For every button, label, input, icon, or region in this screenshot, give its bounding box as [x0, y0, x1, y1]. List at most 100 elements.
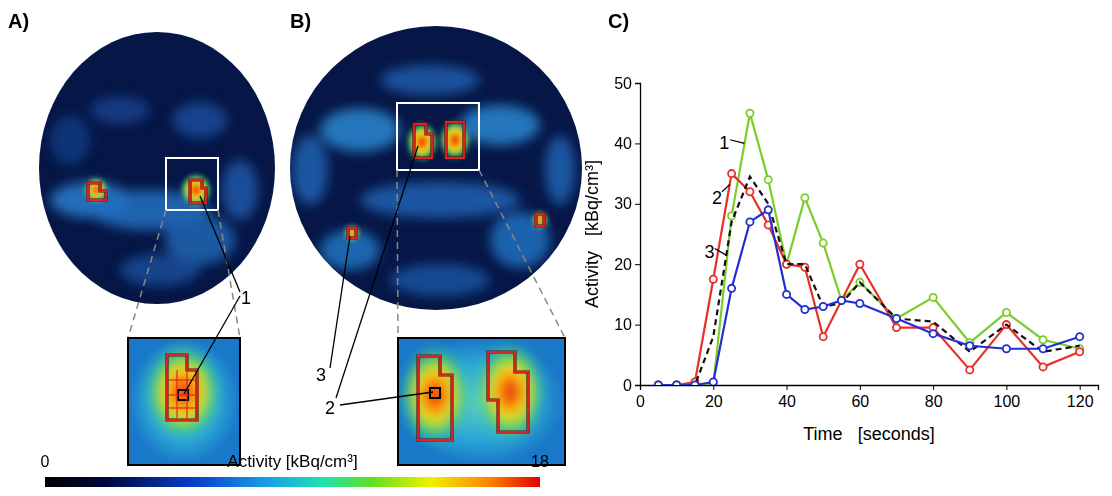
y-tick-label: 40	[614, 135, 632, 152]
data-point	[728, 170, 735, 177]
colorbar-tick-label: 18	[531, 453, 549, 470]
x-tick-mark	[787, 385, 788, 390]
data-point	[728, 285, 735, 292]
x-axis-title: Time [seconds]	[803, 424, 934, 444]
y-tick-label: 10	[614, 316, 632, 333]
inset-background	[398, 338, 565, 465]
roi-grid	[176, 370, 177, 420]
x-tick-mark	[1080, 385, 1081, 390]
y-tick-mark	[635, 204, 640, 205]
region-label: 2	[325, 398, 335, 418]
y-tick-label: 50	[614, 75, 632, 92]
roi-outline	[536, 214, 544, 226]
hot-spot	[439, 120, 471, 160]
activity-blob	[360, 182, 520, 218]
panel-label: A)	[8, 10, 29, 32]
inset-background	[128, 338, 240, 465]
x-tick: 20	[705, 385, 723, 410]
roi-outline	[88, 183, 106, 200]
x-tick-label: 20	[705, 393, 723, 410]
y-tick: 20	[614, 256, 640, 273]
brain-outline	[39, 32, 275, 304]
data-point	[893, 315, 900, 322]
x-tick-mark	[713, 385, 714, 390]
series-label: 2	[712, 188, 722, 208]
series-line	[658, 174, 1079, 385]
activity-blob	[320, 108, 400, 152]
colorbar-title: Activity [kBq/cm³]	[227, 452, 357, 471]
inset-frame	[128, 338, 240, 465]
data-point	[820, 303, 827, 310]
line-chart: 02040608010012001020304050Time [seconds]…	[582, 75, 1099, 444]
zoom-inset	[128, 338, 240, 465]
roi-outline	[446, 122, 464, 158]
annotation-leader	[730, 140, 744, 144]
data-point	[838, 297, 845, 304]
roi-outline	[418, 356, 452, 440]
y-axis-line	[635, 84, 641, 386]
series-line	[658, 210, 1079, 385]
roi-outline	[167, 355, 197, 420]
y-axis-title: Activity [kBq/cm³]	[582, 160, 602, 308]
data-point	[893, 315, 900, 322]
roi-outline	[488, 352, 528, 432]
leader-line	[200, 196, 240, 292]
roi-outline	[348, 228, 356, 238]
x-tick: 100	[994, 385, 1021, 410]
data-point	[930, 294, 937, 301]
y-tick: 10	[614, 316, 640, 333]
data-point	[655, 381, 662, 385]
data-point	[765, 176, 772, 183]
data-point	[783, 291, 790, 298]
x-tick-mark	[860, 385, 861, 390]
y-tick: 50	[614, 75, 640, 92]
activity-blob	[490, 212, 550, 268]
zoom-box	[166, 158, 218, 210]
data-point	[673, 381, 680, 385]
data-point	[691, 381, 698, 385]
y-tick-mark	[635, 143, 640, 144]
leader-line	[330, 236, 350, 368]
hot-spot	[145, 344, 221, 440]
data-point	[856, 300, 863, 307]
series-line	[658, 113, 1079, 385]
activity-blob	[50, 115, 90, 165]
leader-line	[336, 146, 418, 398]
data-point	[838, 297, 845, 304]
activity-blob	[390, 264, 490, 296]
data-point	[673, 381, 680, 385]
data-point	[1039, 345, 1046, 352]
data-point	[746, 218, 753, 225]
x-tick-label: 100	[994, 393, 1021, 410]
activity-blob	[172, 102, 228, 138]
data-point	[856, 261, 863, 268]
y-tick-mark	[635, 325, 640, 326]
hot-spot	[344, 225, 360, 241]
series-line	[658, 177, 1079, 385]
data-point	[930, 330, 937, 337]
leader-line	[340, 392, 433, 405]
region-label: 3	[316, 365, 326, 385]
data-point	[710, 276, 717, 283]
roi-outline	[446, 122, 464, 158]
activity-blob	[90, 96, 150, 124]
inset-frame	[398, 338, 565, 465]
roi-outline	[190, 180, 206, 203]
hot-spot	[180, 173, 212, 207]
data-point	[673, 381, 680, 385]
data-point	[966, 342, 973, 349]
x-tick-label: 40	[778, 393, 796, 410]
data-point	[966, 366, 973, 373]
panel-label: B)	[290, 10, 311, 32]
data-point	[801, 194, 808, 201]
hot-spot	[406, 122, 438, 162]
hot-spot	[84, 177, 108, 203]
data-point	[820, 333, 827, 340]
y-tick-label: 0	[623, 377, 632, 394]
x-tick: 60	[851, 385, 869, 410]
colorbar-tick-label: 0	[41, 453, 50, 470]
data-point	[746, 188, 753, 195]
colorbar	[45, 477, 540, 487]
roi-outline	[348, 228, 356, 238]
x-tick-label: 60	[851, 393, 869, 410]
